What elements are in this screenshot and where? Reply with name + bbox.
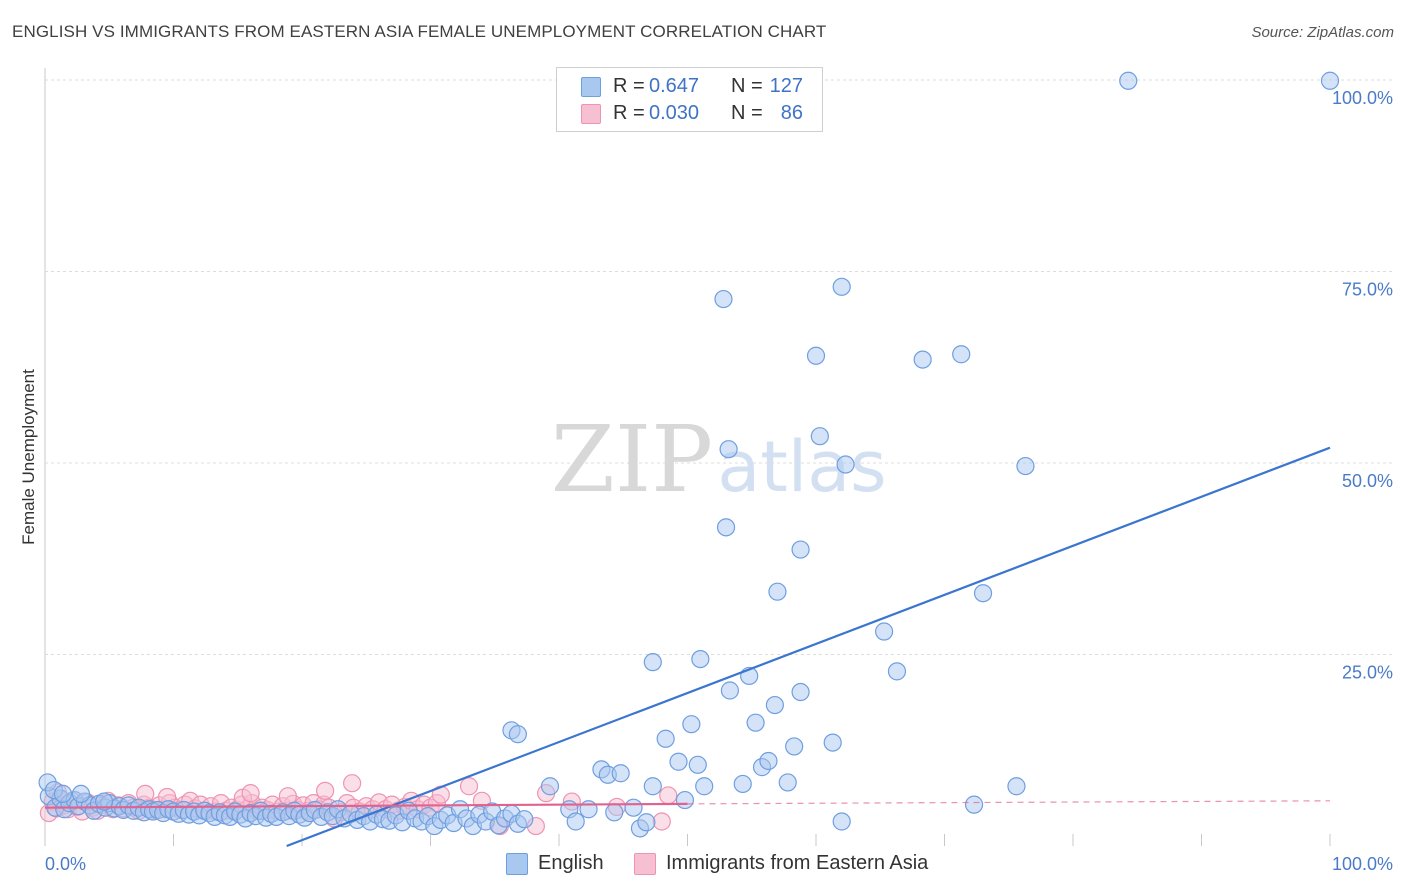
english-point <box>695 777 714 796</box>
english-point <box>95 792 114 811</box>
immigrants-r-value: 0.030 <box>649 102 700 124</box>
english-point <box>540 777 560 796</box>
english-point <box>1320 71 1340 90</box>
english-point <box>810 427 829 446</box>
english-point <box>669 752 688 771</box>
immigrants-point <box>316 781 335 800</box>
immigrants-n-label: N = <box>731 102 763 124</box>
english-point <box>691 649 710 669</box>
immigrants-trendline <box>44 802 688 809</box>
english-point <box>508 725 527 744</box>
immigrants-point <box>459 777 479 796</box>
y-tick-label: 25.0% <box>1342 663 1393 683</box>
english-point <box>823 733 842 752</box>
immigrants-point <box>659 786 678 805</box>
english-point <box>53 784 73 804</box>
english-point <box>746 713 765 732</box>
english-point <box>887 662 907 681</box>
immigrants-trendline-extension <box>687 800 1331 805</box>
english-point <box>806 346 826 365</box>
english-point <box>768 582 787 601</box>
english-point <box>714 289 733 309</box>
english-r-label: R = <box>613 75 645 97</box>
english-point <box>875 622 894 641</box>
english-point <box>836 455 855 474</box>
trendlines <box>44 446 1331 848</box>
english-n-label: N = <box>731 75 763 97</box>
immigrants-point <box>652 812 671 831</box>
english-point <box>913 350 932 369</box>
english-point <box>605 803 624 822</box>
y-tick-label: 75.0% <box>1342 280 1393 300</box>
watermark: ZIP atlas <box>551 406 887 513</box>
chart-title: ENGLISH VS IMMIGRANTS FROM EASTERN ASIA … <box>12 22 827 41</box>
source-label: Source: ZipAtlas.com <box>1251 24 1394 41</box>
english-point <box>1119 71 1138 90</box>
immigrants-r-label: R = <box>613 102 645 124</box>
english-point <box>637 813 656 832</box>
english-n-value: 127 <box>769 75 803 97</box>
english-point <box>1007 777 1026 796</box>
english-point <box>778 773 797 792</box>
legend-english-swatch <box>506 853 528 875</box>
english-point <box>566 812 585 831</box>
y-tick-label: 100.0% <box>1332 88 1393 108</box>
english-point <box>579 800 598 819</box>
legend-immigrants-swatch <box>634 853 656 875</box>
series-legend: English Immigrants from Eastern Asia <box>0 852 1406 878</box>
english-point <box>624 798 643 817</box>
legend-english-label: English <box>538 852 604 874</box>
english-point <box>675 790 695 810</box>
english-swatch <box>581 77 601 97</box>
correlation-legend: R = 0.647 N = 127 R = 0.030 N = 86 <box>556 67 823 132</box>
watermark-zip: ZIP <box>551 406 713 513</box>
english-point <box>656 729 675 748</box>
english-point <box>964 795 984 814</box>
english-point <box>720 681 740 700</box>
watermark-atlas: atlas <box>717 426 886 508</box>
x-tick-label: 100.0% <box>1332 854 1393 874</box>
english-point <box>1016 456 1035 476</box>
tick-labels: 25.0% 50.0% 75.0% 100.0% 0.0% 100.0% <box>45 88 1393 874</box>
english-point <box>759 751 778 771</box>
english-point <box>832 812 851 831</box>
immigrants-n-value: 86 <box>780 102 803 124</box>
english-point <box>952 345 971 364</box>
english-point <box>643 653 662 672</box>
english-point <box>765 695 784 715</box>
english-point <box>733 774 752 794</box>
english-point <box>791 682 810 702</box>
y-tick-label: 50.0% <box>1342 471 1393 491</box>
english-point <box>515 810 534 829</box>
x-tick-label: 0.0% <box>45 854 86 874</box>
english-point <box>785 737 804 756</box>
grid <box>44 68 1395 846</box>
english-point <box>71 784 91 804</box>
english-trendline <box>286 446 1331 848</box>
english-point <box>973 584 993 603</box>
english-point <box>791 540 810 559</box>
english-point <box>611 764 630 783</box>
english-r-value: 0.647 <box>649 75 700 97</box>
english-point <box>688 755 707 774</box>
english-point <box>643 777 662 796</box>
english-point <box>719 440 738 459</box>
legend-immigrants-label: Immigrants from Eastern Asia <box>666 852 929 874</box>
immigrants-point <box>343 774 362 793</box>
english-point <box>682 715 701 734</box>
immigrants-swatch <box>581 104 601 124</box>
english-point <box>832 277 851 296</box>
immigrants-point <box>241 784 260 803</box>
y-axis-label: Female Unemployment <box>19 369 38 545</box>
english-point <box>716 518 736 537</box>
